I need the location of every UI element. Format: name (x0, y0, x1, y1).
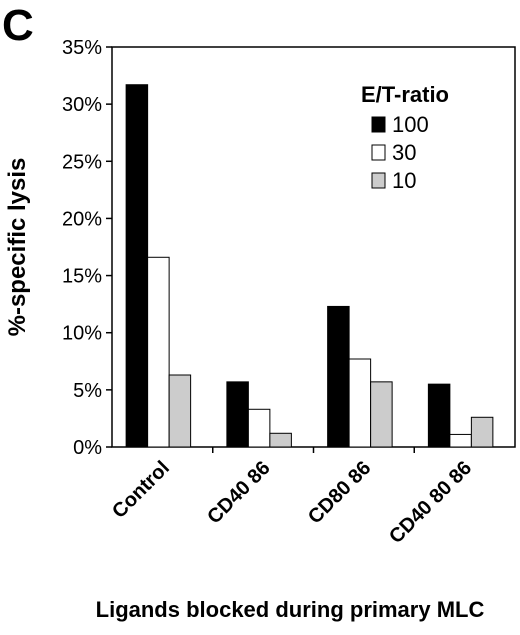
bar-control-100 (125, 84, 149, 448)
y-tick-label: 0% (73, 437, 102, 459)
bar-cd40-86-10 (269, 432, 292, 448)
x-tick-label: Control (108, 457, 174, 523)
y-tick-label: 35% (62, 37, 102, 59)
legend-label: 30 (392, 140, 416, 165)
bar-cd40-86-30 (247, 408, 271, 448)
legend-swatch-10 (371, 172, 386, 189)
legend: E/T-ratio 100 30 10 (361, 82, 449, 193)
legend-swatch-100 (371, 116, 386, 133)
bars (125, 84, 494, 453)
y-tick-label: 15% (62, 266, 102, 288)
bar-cd80-86-30 (348, 358, 372, 448)
bar-cd80-86-100 (327, 305, 350, 448)
y-tick-label: 30% (62, 94, 102, 116)
bar-control-10 (168, 374, 192, 448)
bar-cd40-86-100 (226, 381, 249, 448)
bar-control-30 (147, 256, 170, 448)
x-tick-label: CD40 80 86 (385, 457, 476, 548)
bar-cd40-80-86-30 (449, 433, 472, 448)
y-axis: 0% 5% 10% 15% 20% 25% 30% 35% (62, 37, 112, 459)
x-tick-label: CD40 86 (203, 457, 274, 528)
x-axis-label: Ligands blocked during primary MLC (96, 597, 485, 622)
legend-title: E/T-ratio (361, 82, 449, 107)
panel-label: C (2, 1, 34, 50)
y-tick-label: 20% (62, 208, 102, 230)
bar-cd40-80-86-10 (470, 416, 494, 448)
legend-label: 10 (392, 168, 416, 193)
x-tick-labels: Control CD40 86 CD80 86 CD40 80 86 (108, 457, 476, 548)
y-tick-label: 10% (62, 323, 102, 345)
bar-cd80-86-10 (370, 381, 393, 448)
x-tick-label: CD80 86 (304, 457, 375, 528)
y-tick-label: 5% (73, 380, 102, 402)
legend-label: 100 (392, 112, 429, 137)
y-tick-label: 25% (62, 151, 102, 173)
bar-cd40-80-86-100 (427, 383, 451, 448)
y-axis-label: %-specific lysis (4, 158, 31, 337)
legend-swatch-30 (371, 144, 386, 161)
